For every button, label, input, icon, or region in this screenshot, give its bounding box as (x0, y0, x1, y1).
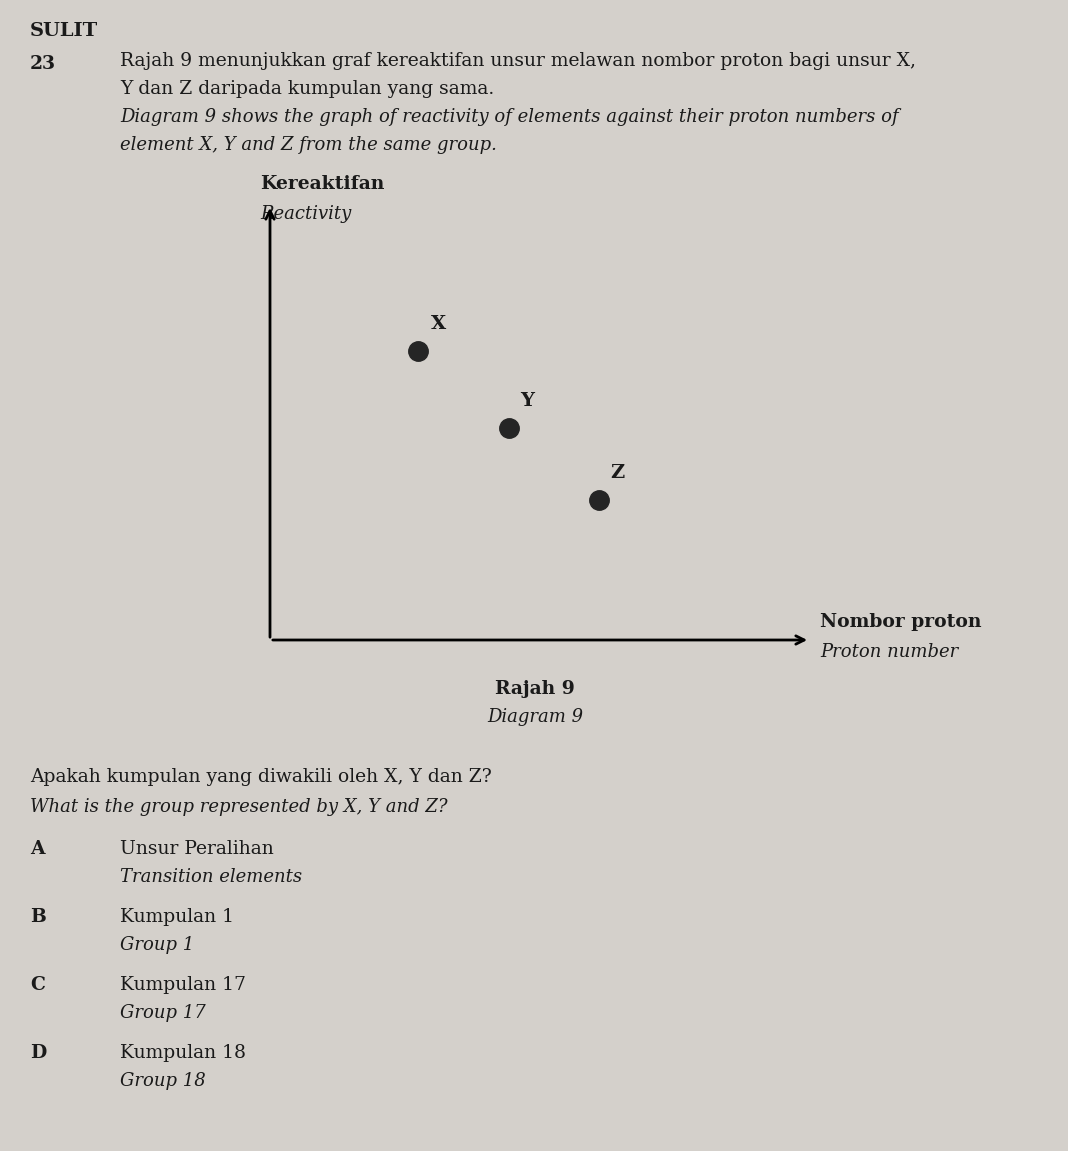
Text: Kumpulan 18: Kumpulan 18 (120, 1044, 246, 1062)
Text: Kumpulan 17: Kumpulan 17 (120, 976, 246, 994)
Text: Proton number: Proton number (820, 643, 958, 661)
Text: Kereaktifan: Kereaktifan (260, 175, 384, 193)
Text: Z: Z (611, 464, 625, 482)
Text: Unsur Peralihan: Unsur Peralihan (120, 840, 273, 857)
Text: 23: 23 (30, 55, 57, 73)
Text: Apakah kumpulan yang diwakili oleh X, Y dan Z?: Apakah kumpulan yang diwakili oleh X, Y … (30, 768, 491, 786)
Text: C: C (30, 976, 45, 994)
Text: Rajah 9: Rajah 9 (496, 680, 575, 698)
Text: Kumpulan 1: Kumpulan 1 (120, 908, 234, 927)
Text: Group 18: Group 18 (120, 1072, 206, 1090)
Text: Reactivity: Reactivity (260, 205, 351, 223)
Text: Group 17: Group 17 (120, 1004, 206, 1022)
Text: What is the group represented by X, Y and Z?: What is the group represented by X, Y an… (30, 798, 447, 816)
Text: X: X (430, 315, 445, 333)
Text: Diagram 9: Diagram 9 (487, 708, 583, 726)
Text: A: A (30, 840, 45, 857)
Text: Y dan Z daripada kumpulan yang sama.: Y dan Z daripada kumpulan yang sama. (120, 81, 494, 98)
Text: element X, Y and Z from the same group.: element X, Y and Z from the same group. (120, 136, 497, 154)
Text: D: D (30, 1044, 46, 1062)
Text: Rajah 9 menunjukkan graf kereaktifan unsur melawan nombor proton bagi unsur X,: Rajah 9 menunjukkan graf kereaktifan uns… (120, 52, 916, 70)
Text: Group 1: Group 1 (120, 936, 194, 954)
Text: Nombor proton: Nombor proton (820, 613, 981, 631)
Text: Transition elements: Transition elements (120, 868, 302, 886)
Text: Diagram 9 shows the graph of reactivity of elements against their proton numbers: Diagram 9 shows the graph of reactivity … (120, 108, 898, 125)
Text: SULIT: SULIT (30, 22, 98, 40)
Text: Y: Y (520, 391, 534, 410)
Text: B: B (30, 908, 46, 927)
